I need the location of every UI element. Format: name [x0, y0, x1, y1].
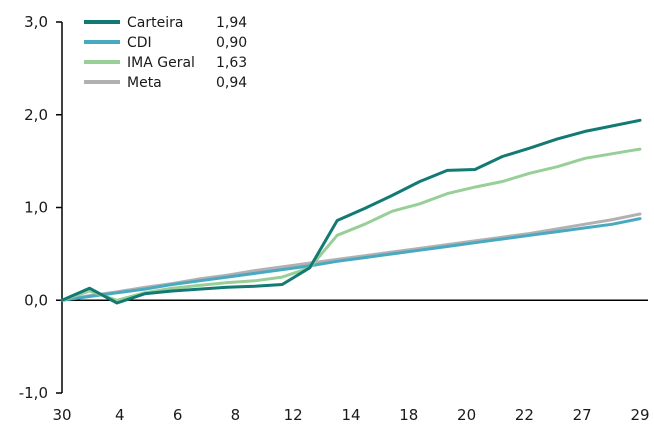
y-tick-label: 2,0	[24, 106, 48, 124]
x-tick-label: 20	[457, 406, 476, 424]
series-line-ima-geral	[62, 149, 640, 300]
legend-value-meta: 0,94	[216, 75, 247, 91]
legend-value-cdi: 0,90	[216, 35, 247, 51]
legend-label-meta: Meta	[127, 75, 162, 91]
x-tick-label: 18	[399, 406, 418, 424]
x-tick-label: 4	[115, 406, 125, 424]
legend-label-ima-geral: IMA Geral	[127, 55, 195, 71]
series-line-carteira	[62, 120, 640, 303]
x-tick-label: 29	[630, 406, 649, 424]
x-axis-ticks: 30 4 6 8 12 14 18 20 22 27 29	[52, 406, 649, 424]
legend-value-carteira: 1,94	[216, 15, 247, 31]
y-tick-label: -1,0	[19, 384, 48, 402]
x-tick-label: 22	[515, 406, 534, 424]
legend: Carteira 1,94 CDI 0,90 IMA Geral 1,63 Meta 0,94	[84, 15, 247, 91]
x-tick-label: 27	[573, 406, 592, 424]
y-tick-label: 1,0	[24, 199, 48, 217]
x-tick-label: 14	[341, 406, 360, 424]
y-tick-label: 0,0	[24, 291, 48, 309]
x-tick-label: 8	[231, 406, 241, 424]
x-tick-label: 12	[284, 406, 303, 424]
legend-value-ima-geral: 1,63	[216, 55, 247, 71]
legend-label-cdi: CDI	[127, 35, 152, 51]
legend-label-carteira: Carteira	[127, 15, 183, 31]
x-tick-label: 30	[52, 406, 71, 424]
y-tick-label: 3,0	[24, 13, 48, 31]
x-tick-label: 6	[173, 406, 183, 424]
series-lines	[62, 120, 640, 303]
y-axis-ticks: 3,0 2,0 1,0 0,0 -1,0	[19, 13, 62, 402]
